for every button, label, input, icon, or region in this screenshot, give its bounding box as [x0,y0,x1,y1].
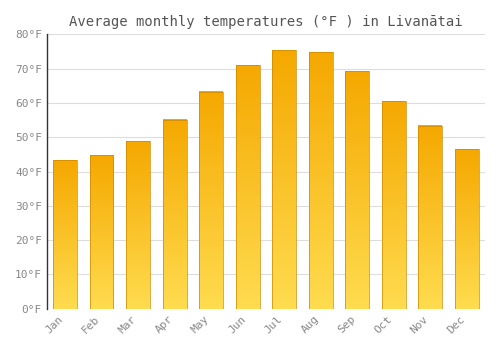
Bar [90,155,114,309]
Title: Average monthly temperatures (°F ) in Livanātai: Average monthly temperatures (°F ) in Li… [69,15,462,29]
Bar [309,52,332,309]
Bar [382,101,406,309]
Bar [455,149,478,309]
Bar [54,160,77,309]
Bar [163,120,186,309]
Bar [200,92,223,309]
Bar [346,71,369,309]
Bar [126,141,150,309]
Bar [236,65,260,309]
Bar [418,126,442,309]
Bar [272,50,296,309]
